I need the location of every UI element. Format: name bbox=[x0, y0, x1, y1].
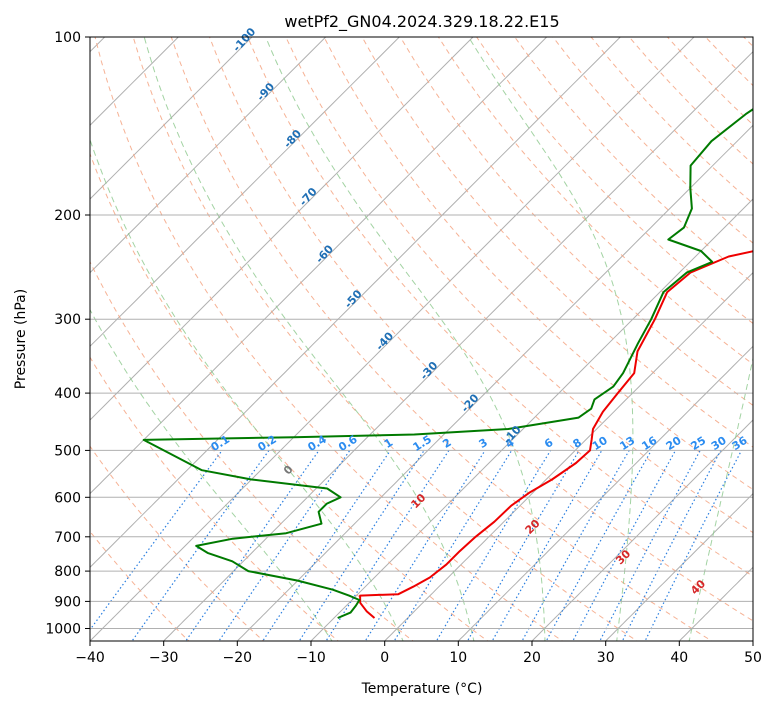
x-tick-label: 20 bbox=[523, 650, 541, 666]
x-axis-label: Temperature (°C) bbox=[361, 681, 483, 697]
y-tick-label: 500 bbox=[54, 443, 81, 459]
dewpoint-line bbox=[142, 108, 753, 619]
x-tick-label: −40 bbox=[75, 650, 105, 666]
x-tick-label: 40 bbox=[670, 650, 688, 666]
y-tick-label: 1000 bbox=[45, 622, 81, 638]
y-tick-label: 600 bbox=[54, 490, 81, 506]
dry-adiabat-line bbox=[476, 37, 753, 325]
chart-title: wetPf2_GN04.2024.329.18.22.E15 bbox=[284, 12, 559, 32]
mixing-ratio-line bbox=[393, 450, 513, 641]
mixing-ratio-line bbox=[185, 450, 320, 641]
y-tick-label: 300 bbox=[54, 312, 81, 328]
mixing-ratio-line bbox=[435, 450, 552, 641]
x-tick-label: −20 bbox=[223, 650, 253, 666]
dry-adiabat-line bbox=[323, 37, 753, 491]
isotherm-line bbox=[90, 37, 621, 569]
dry-adiabat-line bbox=[361, 37, 753, 448]
mixing-ratio-line bbox=[90, 450, 223, 631]
background-lines bbox=[90, 37, 753, 641]
mixing-ratio-line bbox=[298, 450, 425, 641]
mixing-ratio-line bbox=[131, 450, 270, 641]
mixing-ratio-line bbox=[325, 450, 450, 641]
mixing-ratio-line bbox=[621, 450, 722, 641]
plot-frame bbox=[89, 36, 754, 642]
moist-adiabat-line bbox=[90, 138, 404, 641]
y-tick-label: 800 bbox=[54, 564, 81, 580]
y-tick-label: 200 bbox=[54, 208, 81, 224]
isotherm-line bbox=[752, 640, 753, 641]
x-tick-label: 0 bbox=[380, 650, 389, 666]
x-tick-label: −30 bbox=[149, 650, 179, 666]
y-axis-label: Pressure (hPa) bbox=[13, 289, 29, 389]
y-tick-label: 100 bbox=[54, 30, 81, 46]
x-tick-label: 50 bbox=[744, 650, 762, 666]
y-tick-label: 400 bbox=[54, 386, 81, 402]
plot-background bbox=[90, 37, 753, 641]
dry-adiabat-line bbox=[170, 37, 713, 641]
x-tick-label: 10 bbox=[449, 650, 467, 666]
dry-adiabat-line bbox=[90, 152, 489, 641]
temperature-line bbox=[359, 250, 753, 619]
mixing-ratio-line bbox=[572, 450, 677, 641]
y-tick-label: 900 bbox=[54, 594, 81, 610]
x-tick-label: −10 bbox=[296, 650, 326, 666]
axis-ticks: −40 −30 −20 −10 0 10 20 30 40 50 100 200 300 400 500 60… bbox=[45, 30, 762, 666]
mixing-ratio-line bbox=[262, 450, 391, 641]
dry-adiabat-line bbox=[94, 37, 564, 641]
x-tick-label: 30 bbox=[597, 650, 615, 666]
isotherm-line bbox=[90, 37, 474, 421]
mixing-ratio-line bbox=[599, 450, 701, 641]
dry-adiabat-line bbox=[209, 37, 753, 622]
profile-series bbox=[142, 108, 753, 619]
y-tick-label: 700 bbox=[54, 530, 81, 546]
mixing-ratio-line bbox=[545, 450, 652, 641]
mixing-ratio-line bbox=[364, 450, 486, 641]
mixing-ratio-line bbox=[466, 450, 580, 641]
mixing-ratio-line bbox=[218, 450, 351, 641]
